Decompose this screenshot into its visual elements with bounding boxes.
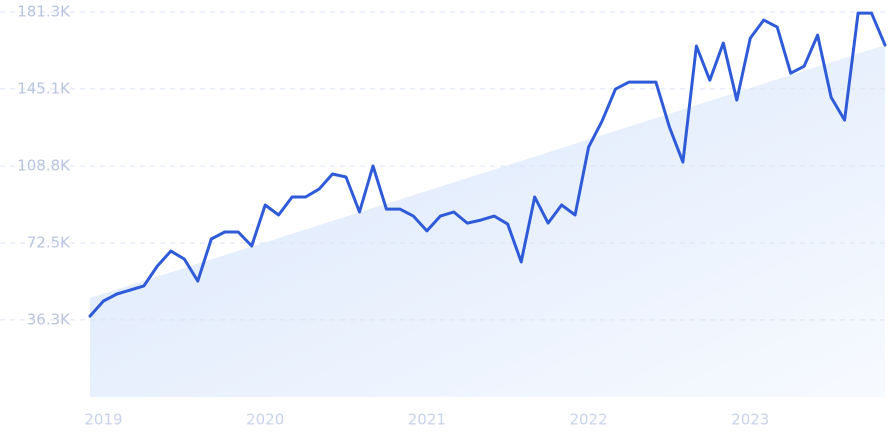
y-tick-label: 72.5K <box>27 234 71 252</box>
x-tick-label: 2023 <box>731 411 769 429</box>
y-tick-label: 181.3K <box>17 3 71 21</box>
y-tick-label: 145.1K <box>17 79 71 97</box>
y-tick-label: 36.3K <box>27 310 71 328</box>
y-tick-label: 108.8K <box>17 156 71 174</box>
x-tick-label: 2022 <box>569 411 607 429</box>
x-tick-label: 2021 <box>408 411 446 429</box>
data-line <box>88 11 887 318</box>
trend-area <box>90 45 885 398</box>
x-tick-label: 2019 <box>84 411 122 429</box>
x-tick-label: 2020 <box>246 411 284 429</box>
